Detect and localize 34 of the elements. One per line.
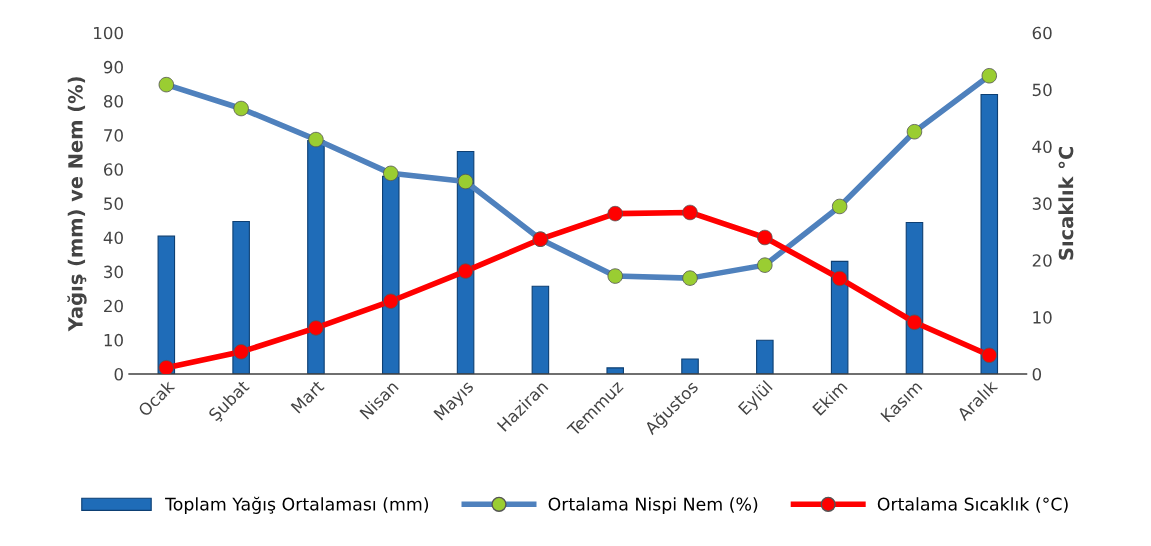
y-axis-title: Yağış (mm) ve Nem (%) xyxy=(67,77,87,332)
y-tick-label: 10 xyxy=(104,333,123,347)
y2-tick-label: 20 xyxy=(1032,254,1052,267)
y-tick-label: 30 xyxy=(104,265,123,279)
y2-tick-label: 10 xyxy=(1033,311,1052,324)
bar xyxy=(381,175,400,375)
bar xyxy=(756,339,774,375)
bar xyxy=(905,221,924,375)
legend-label: Toplam Yağış Ortalaması (mm) xyxy=(165,496,429,514)
bar xyxy=(307,140,325,375)
y2-tick-label: 50 xyxy=(1032,83,1052,97)
y-tick-label: 60 xyxy=(104,163,123,176)
bar xyxy=(606,367,624,375)
legend-label: Ortalama Nispi Nem (%) xyxy=(548,497,758,514)
y-tick-label: 20 xyxy=(104,299,123,313)
bar xyxy=(157,235,176,375)
bar xyxy=(681,358,699,375)
y-tick-label: 100 xyxy=(94,26,123,40)
y2-axis-title: Sıcaklık °C xyxy=(1058,146,1074,260)
y-tick-label: 50 xyxy=(104,197,123,210)
y2-tick-label: 60 xyxy=(1032,26,1052,40)
y-tick-label: 80 xyxy=(103,94,123,108)
bar xyxy=(980,93,999,375)
y-tick-label: 90 xyxy=(103,60,123,74)
y2-tick-label: 0 xyxy=(1032,367,1042,381)
bar xyxy=(531,285,550,375)
y2-tick-label: 40 xyxy=(1032,140,1052,154)
y2-tick-label: 30 xyxy=(1032,197,1052,210)
y-tick-label: 40 xyxy=(103,231,123,245)
y-tick-label: 0 xyxy=(114,367,123,381)
y-tick-label: 70 xyxy=(104,129,123,142)
legend-label: Ortalama Sıcaklık (°C) xyxy=(877,497,1068,513)
bar xyxy=(232,220,250,375)
point xyxy=(158,360,175,375)
